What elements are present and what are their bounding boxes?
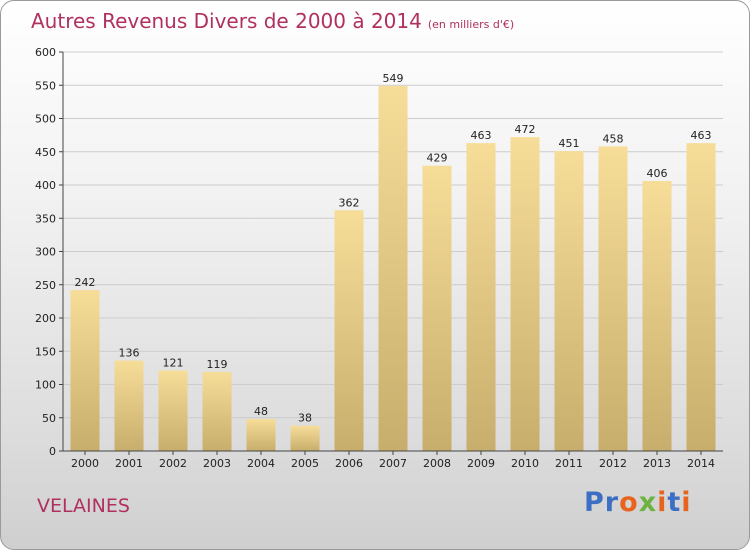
logo-letter: x — [638, 487, 658, 518]
bar — [510, 137, 540, 451]
y-tick-label: 450 — [35, 146, 56, 159]
bars — [70, 85, 716, 452]
data-label: 136 — [119, 347, 140, 360]
x-tick-label: 2004 — [247, 457, 275, 470]
logo-letter: P — [584, 487, 605, 518]
data-label: 38 — [298, 412, 312, 425]
chart-unit: (en milliers d'€) — [427, 18, 515, 31]
data-label: 48 — [254, 405, 268, 418]
x-tick-label: 2002 — [159, 457, 187, 470]
proxiti-logo: Proxiti — [584, 487, 692, 518]
logo-letter: i — [657, 487, 668, 518]
bar — [114, 360, 144, 451]
data-label: 472 — [515, 123, 536, 136]
y-tick-label: 500 — [35, 113, 56, 126]
y-tick-label: 600 — [35, 46, 56, 59]
y-tick-label: 200 — [35, 312, 56, 325]
y-tick-label: 150 — [35, 345, 56, 358]
data-label: 362 — [339, 196, 360, 209]
y-tick-label: 50 — [42, 412, 56, 425]
logo-letter: o — [619, 487, 639, 518]
bar — [598, 146, 628, 451]
y-tick-label: 250 — [35, 279, 56, 292]
y-tick-label: 400 — [35, 179, 56, 192]
y-tick-label: 350 — [35, 212, 56, 225]
x-tick-label: 2006 — [335, 457, 363, 470]
bar — [422, 165, 452, 451]
data-label: 549 — [383, 72, 404, 85]
x-tick-label: 2005 — [291, 457, 319, 470]
y-tick-label: 100 — [35, 379, 56, 392]
x-tick-label: 2000 — [71, 457, 99, 470]
data-label: 463 — [691, 129, 712, 142]
data-label: 406 — [647, 167, 668, 180]
x-tick-label: 2014 — [687, 457, 715, 470]
data-label: 119 — [207, 358, 228, 371]
x-tick-label: 2007 — [379, 457, 407, 470]
bar — [642, 181, 672, 451]
x-tick-label: 2008 — [423, 457, 451, 470]
data-label: 429 — [427, 152, 448, 165]
bar — [158, 370, 188, 451]
logo-letter: t — [667, 487, 682, 518]
logo-letter: r — [604, 487, 620, 518]
bar — [290, 425, 320, 451]
x-tick-label: 2001 — [115, 457, 143, 470]
y-tick-label: 300 — [35, 246, 56, 259]
chart-title: Autres Revenus Divers de 2000 à 2014 (en … — [31, 9, 514, 33]
bar — [378, 85, 408, 451]
y-tick-label: 550 — [35, 79, 56, 92]
chart-title-text: Autres Revenus Divers de 2000 à 2014 — [31, 9, 422, 33]
bar — [246, 419, 276, 451]
x-tick-label: 2013 — [643, 457, 671, 470]
data-label: 463 — [471, 129, 492, 142]
x-tick-label: 2010 — [511, 457, 539, 470]
bar — [70, 290, 100, 451]
bar — [202, 371, 232, 451]
x-tick-label: 2003 — [203, 457, 231, 470]
x-tick-label: 2011 — [555, 457, 583, 470]
y-tick-label: 0 — [49, 445, 56, 458]
x-tick-label: 2012 — [599, 457, 627, 470]
bar — [466, 143, 496, 452]
axes: 0 50 100 150 200 250 300 350 400 450 500 550 600 — [35, 46, 723, 458]
data-label: 458 — [603, 132, 624, 145]
x-tick-label: 2009 — [467, 457, 495, 470]
bar — [334, 210, 364, 451]
place-name: VELAINES — [37, 495, 130, 517]
labels: 242 2000 136 2001 121 2002 119 2003 48 2004 38 2005… — [71, 72, 715, 470]
data-label: 451 — [559, 137, 580, 150]
data-label: 242 — [75, 276, 96, 289]
logo-letter: i — [681, 487, 692, 518]
bar — [554, 151, 584, 451]
data-label: 121 — [163, 357, 184, 370]
bar — [686, 143, 716, 452]
